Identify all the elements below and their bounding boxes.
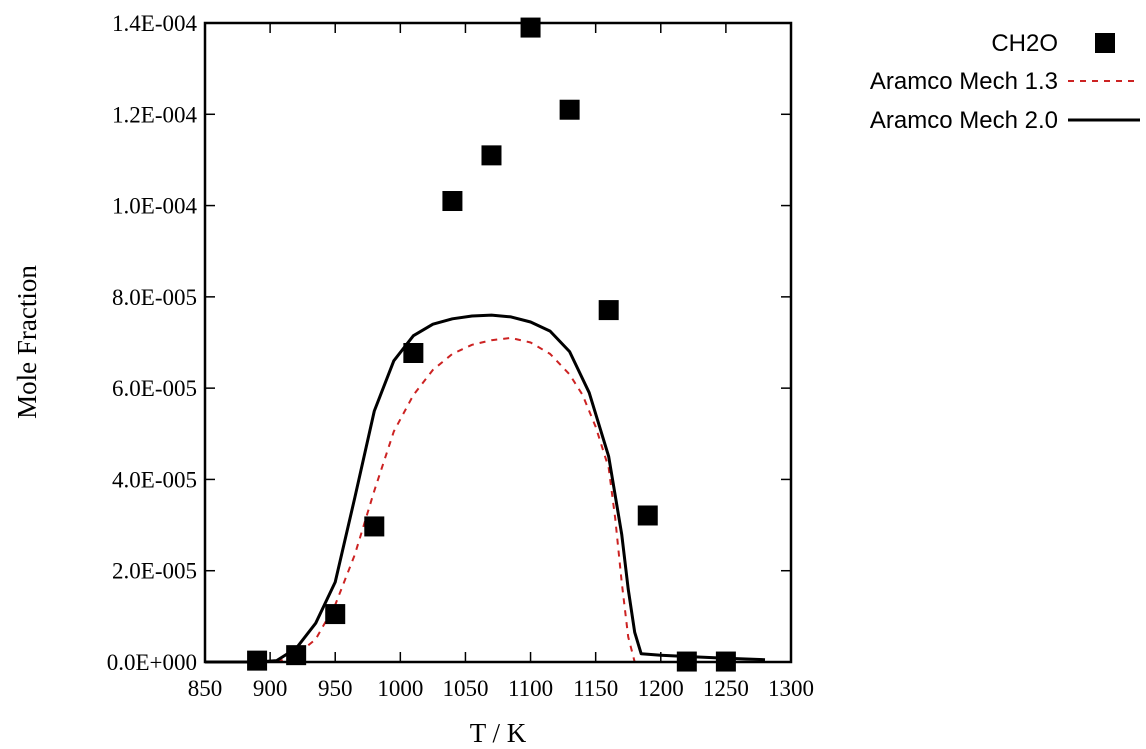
series-line-aramco-mech-1-3 xyxy=(205,336,636,663)
y-tick-label: 1.2E-004 xyxy=(112,102,197,127)
legend-label: Aramco Mech 1.3 xyxy=(870,68,1058,95)
x-axis-ticks: 850 900 950 1000 1050 1100 1150 1200 1250 1300 xyxy=(188,23,814,701)
x-tick-label: 900 xyxy=(253,676,288,701)
ch2o-data-point xyxy=(442,191,463,212)
y-axis-label: Mole Fraction xyxy=(12,265,42,419)
ch2o-data-point xyxy=(481,145,502,166)
ch2o-data-point xyxy=(325,604,346,625)
ch2o-data-point xyxy=(286,645,307,666)
ch2o-data-point xyxy=(637,505,658,526)
legend-label: Aramco Mech 2.0 xyxy=(870,107,1058,134)
x-tick-label: 1300 xyxy=(768,676,814,701)
series-line-aramco-mech-2-0 xyxy=(205,313,766,664)
ch2o-data-point xyxy=(247,650,268,671)
x-axis-label: T / K xyxy=(470,718,527,748)
x-tick-label: 1100 xyxy=(508,676,553,701)
legend-marker-square xyxy=(1095,33,1115,53)
x-tick-label: 1150 xyxy=(573,676,618,701)
x-tick-label: 1200 xyxy=(638,676,684,701)
ch2o-data-point xyxy=(364,516,385,537)
plot-layer xyxy=(205,17,766,672)
ch2o-data-point xyxy=(403,342,424,363)
y-tick-label: 2.0E-005 xyxy=(112,559,197,584)
y-tick-label: 0.0E+000 xyxy=(107,650,197,675)
y-tick-label: 6.0E-005 xyxy=(112,376,197,401)
x-tick-label: 1000 xyxy=(377,676,423,701)
plot-frame xyxy=(203,21,793,664)
x-tick-label: 1050 xyxy=(442,676,488,701)
ch2o-data-point xyxy=(559,99,580,120)
legend-label: CH2O xyxy=(991,30,1058,57)
y-tick-label: 8.0E-005 xyxy=(112,285,197,310)
x-tick-label: 1250 xyxy=(703,676,749,701)
y-axis-ticks: 0.0E+000 2.0E-005 4.0E-005 6.0E-005 8.0E-005… xyxy=(107,11,791,675)
y-tick-label: 1.0E-004 xyxy=(112,194,197,219)
ch2o-data-point xyxy=(598,300,619,321)
x-tick-label: 850 xyxy=(188,676,223,701)
x-tick-label: 950 xyxy=(318,676,353,701)
y-tick-label: 1.4E-004 xyxy=(112,11,197,36)
legend: CH2O Aramco Mech 1.3 Aramco Mech 2.0 xyxy=(870,30,1140,134)
y-tick-label: 4.0E-005 xyxy=(112,467,197,492)
